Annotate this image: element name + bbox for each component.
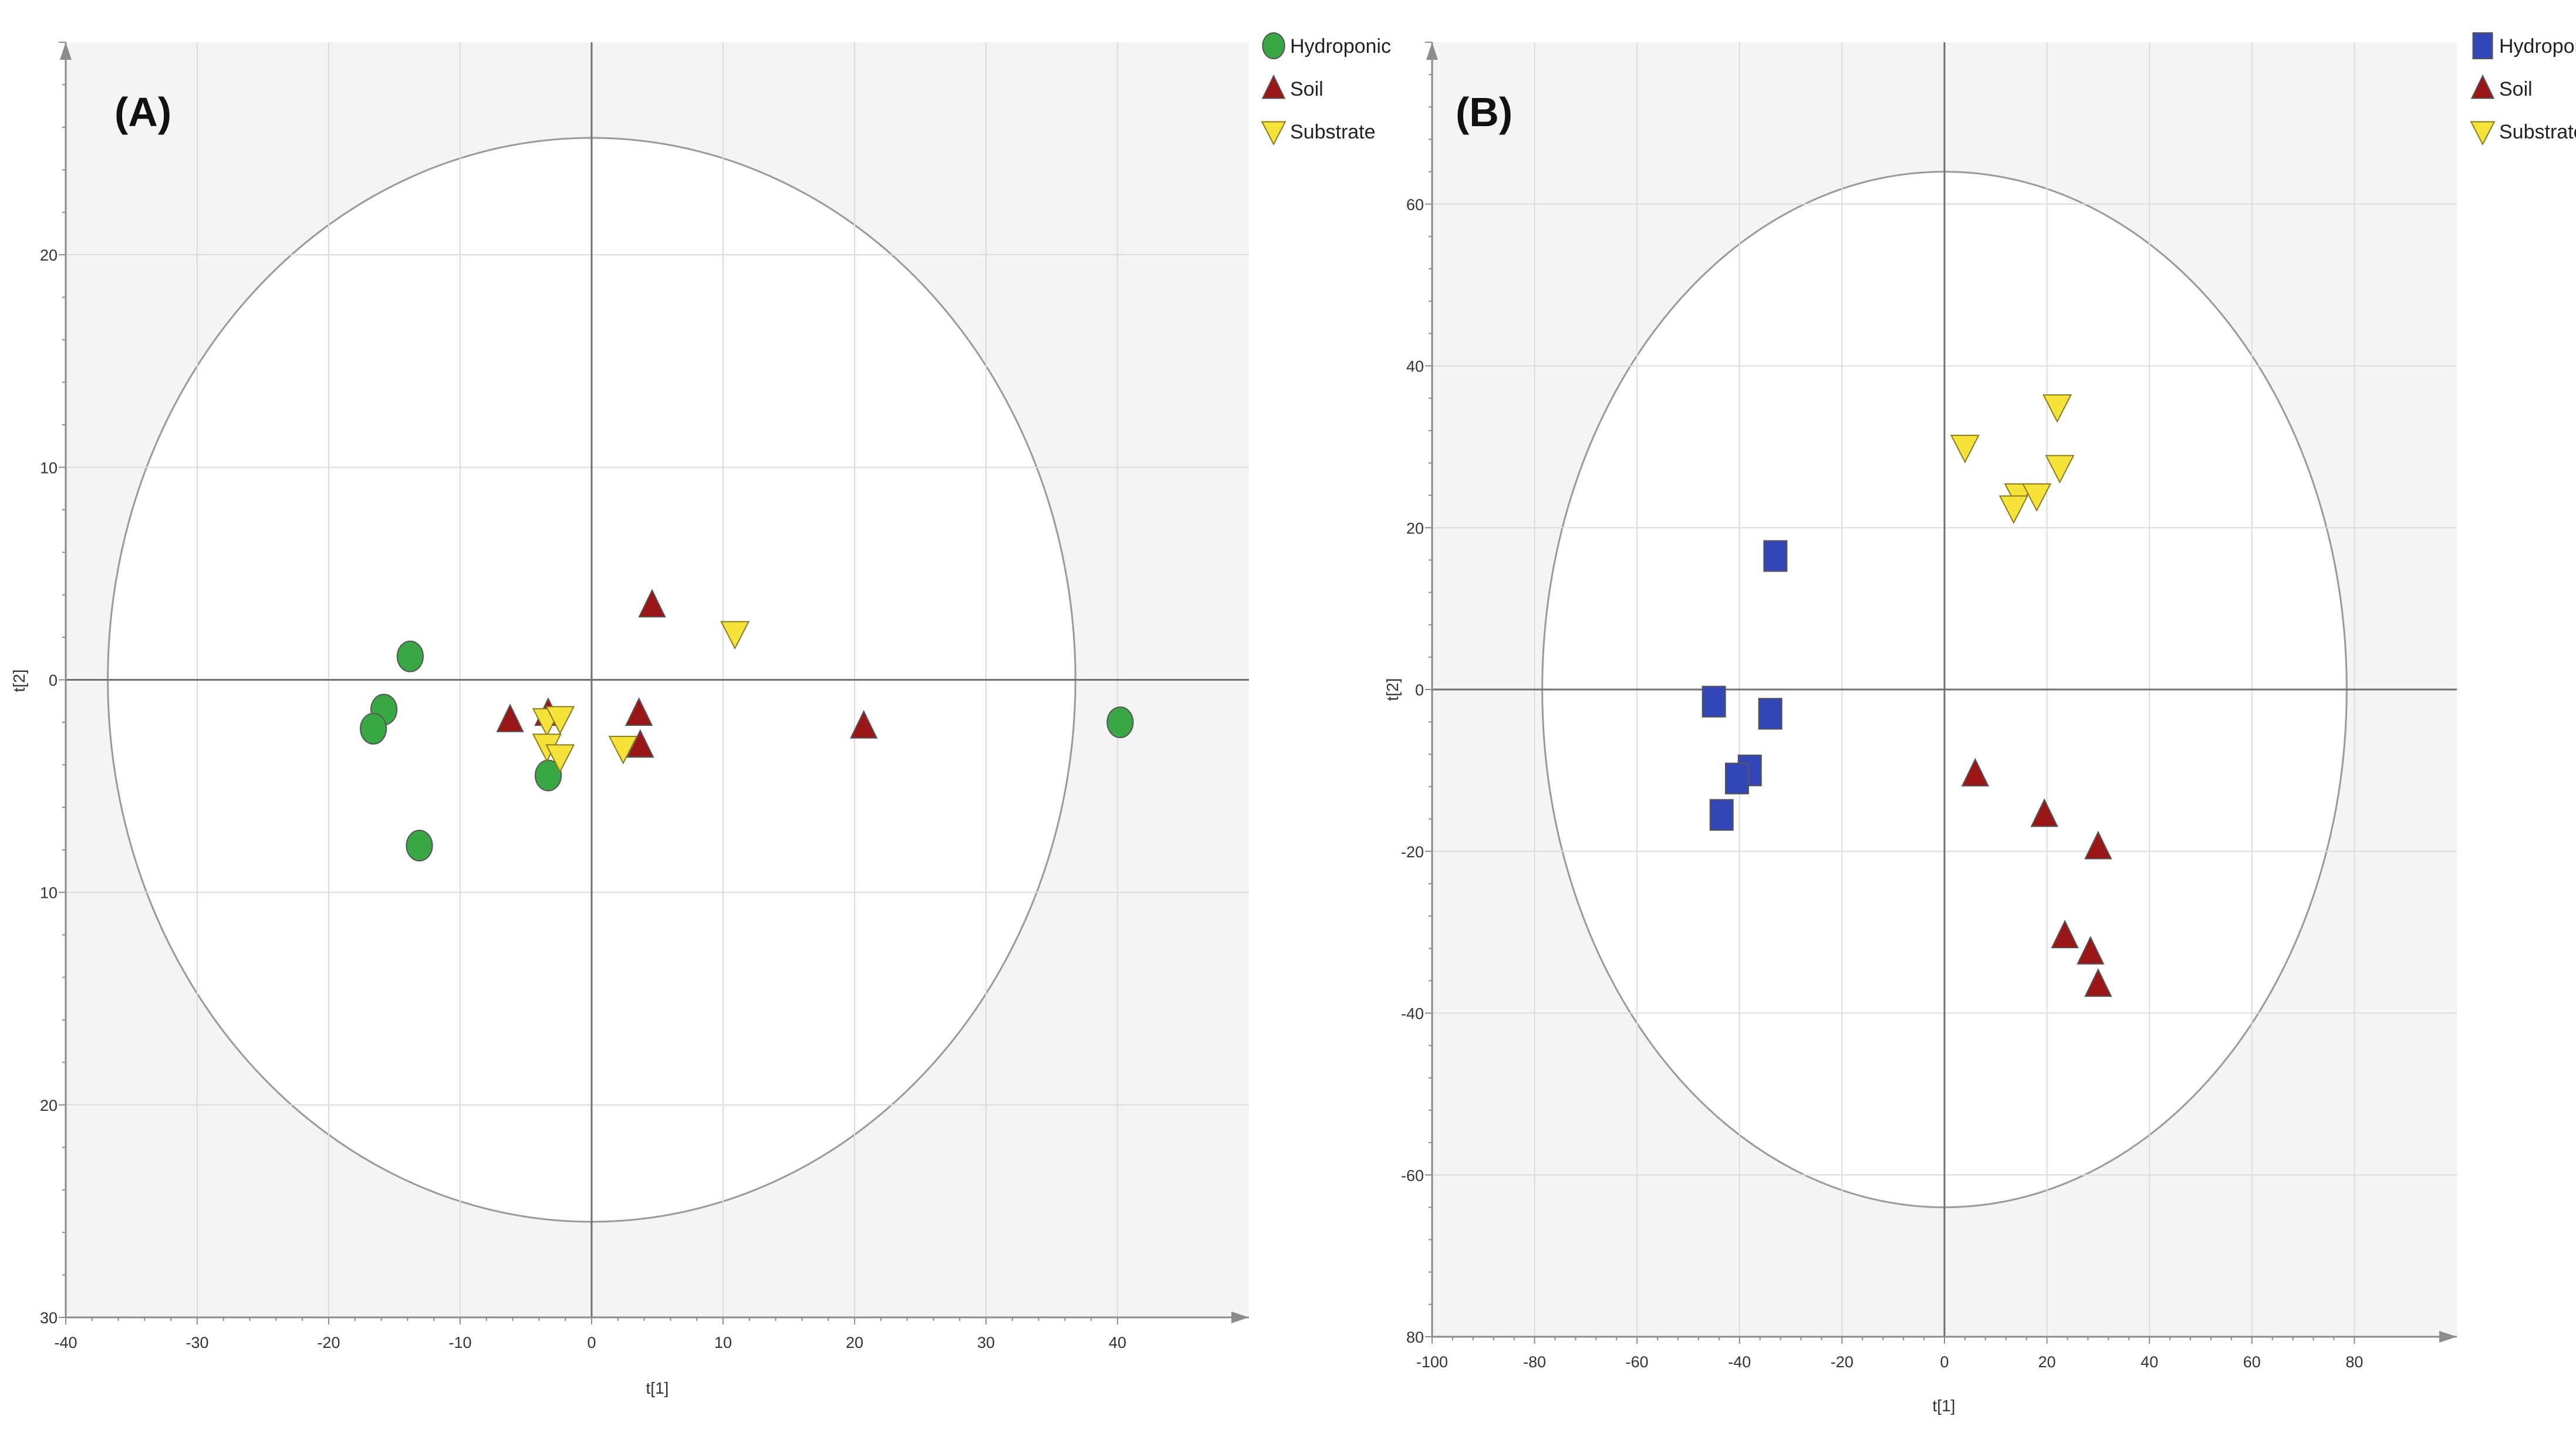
data-point-substrate bbox=[2042, 394, 2072, 423]
x-tick-label: -20 bbox=[317, 1334, 340, 1351]
x-axis-arrow-icon bbox=[2439, 1331, 2457, 1343]
data-point-hydroponic bbox=[1763, 540, 1788, 572]
x-tick-label: -10 bbox=[448, 1334, 471, 1351]
legend-label-soil: Soil bbox=[2499, 78, 2533, 100]
data-point-soil bbox=[626, 729, 654, 758]
x-axis-title: t[1] bbox=[646, 1379, 669, 1397]
y-axis-title: t[2] bbox=[1383, 678, 1402, 701]
y-tick-label: 30 bbox=[40, 1309, 58, 1327]
data-point-soil bbox=[849, 709, 878, 739]
data-point-substrate bbox=[608, 735, 638, 765]
x-tick-label: -80 bbox=[1523, 1353, 1546, 1371]
y-tick-label: 10 bbox=[40, 884, 58, 902]
panel-a-pca-scatter: -40 -30 -20 -10 0 10 20 30 40 20 10 0 10 20 30 t[1] t[2]… bbox=[10, 32, 1391, 1397]
x-tick-label: -40 bbox=[54, 1334, 77, 1351]
series-soil bbox=[1961, 758, 2112, 997]
legend-marker-hydroponic bbox=[2472, 32, 2493, 59]
y-tick-label: 80 bbox=[1406, 1329, 1424, 1346]
x-tick-label: 80 bbox=[2345, 1353, 2363, 1371]
data-point-soil bbox=[2030, 798, 2058, 827]
data-point-hydroponic bbox=[1106, 706, 1134, 738]
data-point-substrate bbox=[2045, 455, 2075, 484]
y-tick-label: -40 bbox=[1401, 1005, 1424, 1023]
legend-marker-hydroponic bbox=[1262, 32, 1285, 59]
data-point-soil bbox=[624, 697, 653, 726]
legend-label-substrate: Substrate bbox=[1290, 121, 1376, 143]
panel-b-pca-scatter: -100 -80 -60 -40 -20 0 20 40 60 80 60 40 20 0 -20 -40 -6… bbox=[1383, 32, 2576, 1415]
legend-label-hydroponic: Hydroponic bbox=[2499, 35, 2576, 58]
y-tick-label: 0 bbox=[1415, 681, 1424, 699]
x-axis-arrow-icon bbox=[1231, 1312, 1249, 1323]
data-point-hydroponic bbox=[1701, 685, 1726, 718]
y-tick-label: -20 bbox=[1401, 843, 1424, 861]
x-tick-label: 20 bbox=[2038, 1353, 2056, 1371]
panel-label: (B) bbox=[1456, 89, 1512, 135]
x-tick-label: -60 bbox=[1626, 1353, 1649, 1371]
data-point-hydroponic bbox=[1724, 762, 1749, 795]
data-point-substrate bbox=[2022, 483, 2052, 512]
legend: Hydroponic Soil Substrate bbox=[2470, 32, 2576, 146]
y-axis-title: t[2] bbox=[10, 670, 28, 692]
data-point-hydroponic bbox=[360, 712, 387, 745]
panel-label: (A) bbox=[114, 89, 171, 135]
x-tick-label: 40 bbox=[1109, 1334, 1126, 1351]
y-tick-label: 60 bbox=[1406, 196, 1424, 214]
legend-label-hydroponic: Hydroponic bbox=[1290, 35, 1391, 58]
x-tick-label: -100 bbox=[1416, 1353, 1448, 1371]
y-tick-label: 40 bbox=[1406, 358, 1424, 376]
x-tick-label: 10 bbox=[714, 1334, 732, 1351]
data-point-substrate bbox=[720, 621, 750, 650]
x-tick-label: 60 bbox=[2243, 1353, 2261, 1371]
legend-marker-soil bbox=[2470, 74, 2495, 99]
y-tick-label: 0 bbox=[49, 672, 58, 689]
y-axis-arrow-icon bbox=[1426, 42, 1438, 60]
data-point-soil bbox=[2084, 830, 2112, 860]
data-point-hydroponic bbox=[1709, 799, 1734, 831]
data-point-hydroponic bbox=[1758, 698, 1782, 730]
x-tick-label: -30 bbox=[185, 1334, 208, 1351]
series-hydroponic bbox=[1701, 540, 1788, 831]
data-point-soil bbox=[1961, 758, 1990, 787]
data-point-soil bbox=[2051, 920, 2079, 949]
legend: Hydroponic Soil Substrate bbox=[1261, 32, 1391, 146]
x-tick-label: 20 bbox=[846, 1334, 863, 1351]
data-point-hydroponic bbox=[406, 829, 433, 861]
x-tick-label: -40 bbox=[1728, 1353, 1751, 1371]
data-point-substrate bbox=[1950, 434, 1980, 464]
y-tick-label: 10 bbox=[40, 459, 58, 476]
x-tick-label: 40 bbox=[2141, 1353, 2158, 1371]
series-substrate bbox=[1950, 394, 2075, 524]
data-point-substrate bbox=[1998, 495, 2028, 524]
y-axis-arrow-icon bbox=[60, 42, 72, 60]
data-point-soil bbox=[638, 589, 666, 618]
data-point-substrate bbox=[545, 744, 575, 773]
series-hydroponic bbox=[360, 640, 1134, 861]
series-substrate bbox=[532, 621, 750, 773]
y-tick-label: 20 bbox=[40, 1097, 58, 1114]
legend-marker-substrate bbox=[1261, 121, 1287, 146]
data-point-hydroponic bbox=[534, 759, 562, 792]
y-tick-label: -60 bbox=[1401, 1167, 1424, 1184]
legend-marker-soil bbox=[1261, 74, 1286, 99]
data-point-soil bbox=[2077, 935, 2105, 965]
y-tick-label: 20 bbox=[40, 246, 58, 264]
data-point-hydroponic bbox=[396, 640, 424, 672]
data-point-soil bbox=[2084, 968, 2112, 997]
x-tick-label: -20 bbox=[1831, 1353, 1853, 1371]
legend-label-soil: Soil bbox=[1290, 78, 1324, 100]
y-tick-label: 20 bbox=[1406, 519, 1424, 537]
legend-marker-substrate bbox=[2470, 121, 2496, 146]
legend-label-substrate: Substrate bbox=[2499, 121, 2576, 143]
data-point-substrate bbox=[545, 706, 575, 735]
x-tick-label: 30 bbox=[977, 1334, 995, 1351]
x-tick-label: 0 bbox=[1940, 1353, 1949, 1371]
x-axis-title: t[1] bbox=[1933, 1397, 1956, 1415]
x-tick-label: 0 bbox=[587, 1334, 596, 1351]
data-point-soil bbox=[496, 704, 524, 732]
